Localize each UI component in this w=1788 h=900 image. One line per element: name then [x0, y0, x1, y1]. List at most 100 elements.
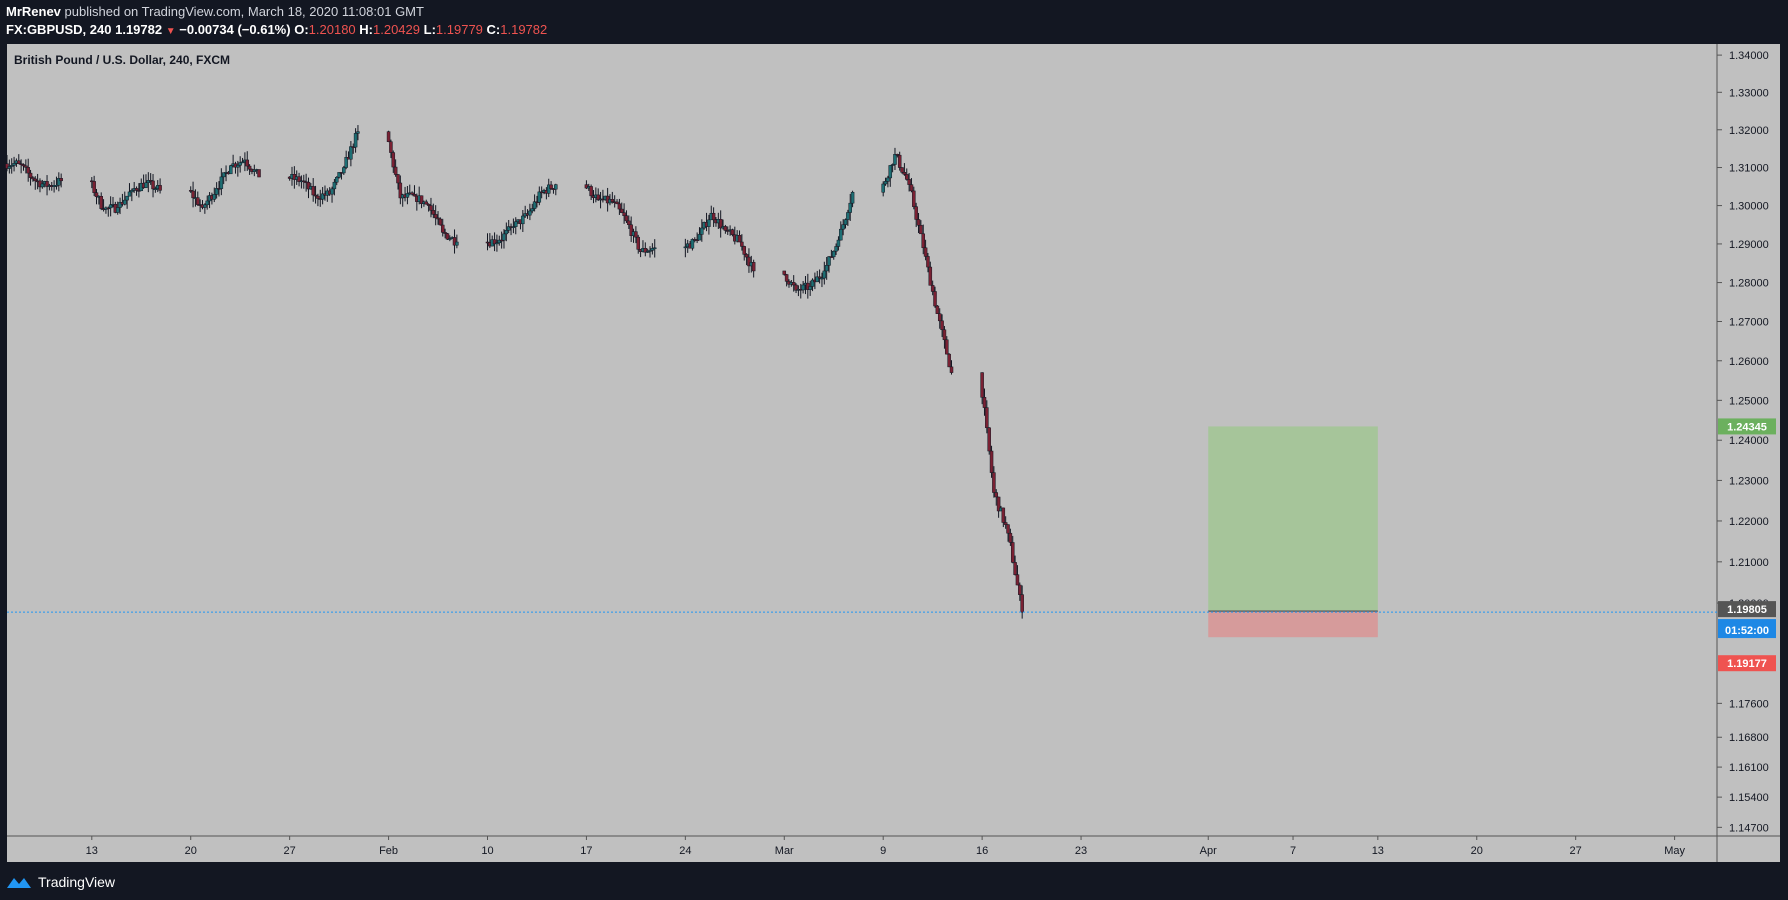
candle-body[interactable]: [118, 202, 122, 208]
candle-body[interactable]: [912, 190, 916, 207]
candle-body[interactable]: [740, 241, 744, 247]
candle-body[interactable]: [707, 219, 711, 227]
candle-body[interactable]: [219, 176, 224, 189]
candle-body[interactable]: [848, 202, 852, 213]
candle-body[interactable]: [1008, 532, 1013, 543]
candle-body[interactable]: [530, 208, 534, 212]
candle-body[interactable]: [622, 212, 626, 216]
candle-body[interactable]: [353, 133, 358, 148]
candle-body[interactable]: [125, 195, 129, 201]
candle-body[interactable]: [900, 167, 904, 173]
candle-body[interactable]: [1001, 507, 1006, 523]
candle-body[interactable]: [502, 233, 506, 241]
candle-body[interactable]: [344, 157, 348, 168]
candle-body[interactable]: [549, 184, 553, 189]
candle-body[interactable]: [923, 247, 928, 257]
candle-body[interactable]: [985, 407, 989, 429]
candle-body[interactable]: [893, 154, 897, 165]
candle-body[interactable]: [57, 178, 61, 186]
candle-body[interactable]: [815, 276, 819, 283]
candle-body[interactable]: [744, 254, 749, 258]
candle-body[interactable]: [311, 186, 315, 196]
candle-body[interactable]: [217, 188, 221, 190]
candle-body[interactable]: [54, 185, 59, 187]
candle-body[interactable]: [947, 353, 951, 368]
candle-body[interactable]: [846, 212, 850, 220]
candle-body[interactable]: [620, 208, 624, 213]
candle-body[interactable]: [784, 274, 789, 282]
candle-body[interactable]: [1006, 524, 1010, 534]
candle-body[interactable]: [888, 165, 893, 179]
candle-body[interactable]: [645, 251, 650, 253]
candle-body[interactable]: [718, 219, 723, 229]
candle-body[interactable]: [106, 207, 111, 210]
candle-body[interactable]: [144, 182, 148, 188]
candle-body[interactable]: [1018, 584, 1022, 595]
candle-body[interactable]: [492, 239, 497, 245]
candle-body[interactable]: [546, 184, 551, 194]
footer-brand[interactable]: TradingView: [6, 872, 115, 892]
candle-body[interactable]: [949, 366, 954, 373]
candle-body[interactable]: [45, 181, 49, 187]
candle-body[interactable]: [252, 169, 257, 172]
candle-body[interactable]: [839, 228, 843, 241]
candle-body[interactable]: [897, 154, 902, 168]
candle-body[interactable]: [532, 201, 537, 209]
candle-body[interactable]: [506, 226, 511, 231]
candle-body[interactable]: [521, 215, 525, 225]
candle-body[interactable]: [820, 277, 824, 280]
candle-body[interactable]: [332, 181, 337, 190]
candle-body[interactable]: [1015, 574, 1020, 586]
candle-body[interactable]: [909, 184, 914, 192]
candle-body[interactable]: [829, 256, 834, 258]
candle-body[interactable]: [942, 329, 947, 341]
candle-body[interactable]: [99, 196, 103, 209]
candle-body[interactable]: [615, 201, 619, 205]
candle-body[interactable]: [810, 279, 815, 287]
candle-body[interactable]: [203, 204, 207, 208]
candle-body[interactable]: [824, 265, 829, 272]
candle-body[interactable]: [431, 210, 436, 215]
candle-body[interactable]: [7, 166, 12, 169]
candle-body[interactable]: [419, 195, 424, 204]
candle-body[interactable]: [26, 167, 30, 174]
candle-body[interactable]: [221, 172, 226, 178]
candle-body[interactable]: [624, 215, 629, 222]
candle-body[interactable]: [617, 203, 622, 210]
candle-body[interactable]: [514, 221, 518, 227]
candle-body[interactable]: [455, 241, 459, 246]
candle-body[interactable]: [448, 238, 452, 240]
candle-body[interactable]: [330, 188, 334, 195]
candle-body[interactable]: [723, 226, 728, 231]
candle-body[interactable]: [410, 192, 414, 195]
candle-body[interactable]: [245, 159, 249, 167]
time-axis[interactable]: [7, 836, 1780, 862]
candle-body[interactable]: [33, 178, 38, 182]
candle-body[interactable]: [59, 178, 63, 182]
candle-body[interactable]: [316, 195, 320, 199]
candle-body[interactable]: [499, 239, 504, 242]
candle-body[interactable]: [843, 219, 848, 225]
candle-body[interactable]: [1010, 542, 1015, 563]
candle-body[interactable]: [914, 206, 918, 220]
candle-body[interactable]: [883, 181, 888, 185]
candle-body[interactable]: [452, 237, 457, 246]
candle-body[interactable]: [257, 169, 261, 178]
candle-body[interactable]: [933, 291, 937, 307]
candle-body[interactable]: [205, 200, 209, 206]
price-axis[interactable]: [1717, 44, 1780, 836]
candle-body[interactable]: [429, 205, 433, 211]
candle-body[interactable]: [905, 174, 909, 180]
candle-body[interactable]: [497, 239, 502, 244]
candle-body[interactable]: [747, 256, 751, 267]
candle-body[interactable]: [247, 165, 252, 170]
candle-body[interactable]: [391, 152, 396, 168]
candle-body[interactable]: [987, 427, 991, 452]
candle-body[interactable]: [589, 186, 593, 197]
candle-body[interactable]: [627, 220, 631, 226]
candle-body[interactable]: [214, 188, 219, 195]
candle-body[interactable]: [320, 193, 325, 200]
candle-body[interactable]: [836, 239, 841, 247]
candle-body[interactable]: [24, 165, 28, 168]
